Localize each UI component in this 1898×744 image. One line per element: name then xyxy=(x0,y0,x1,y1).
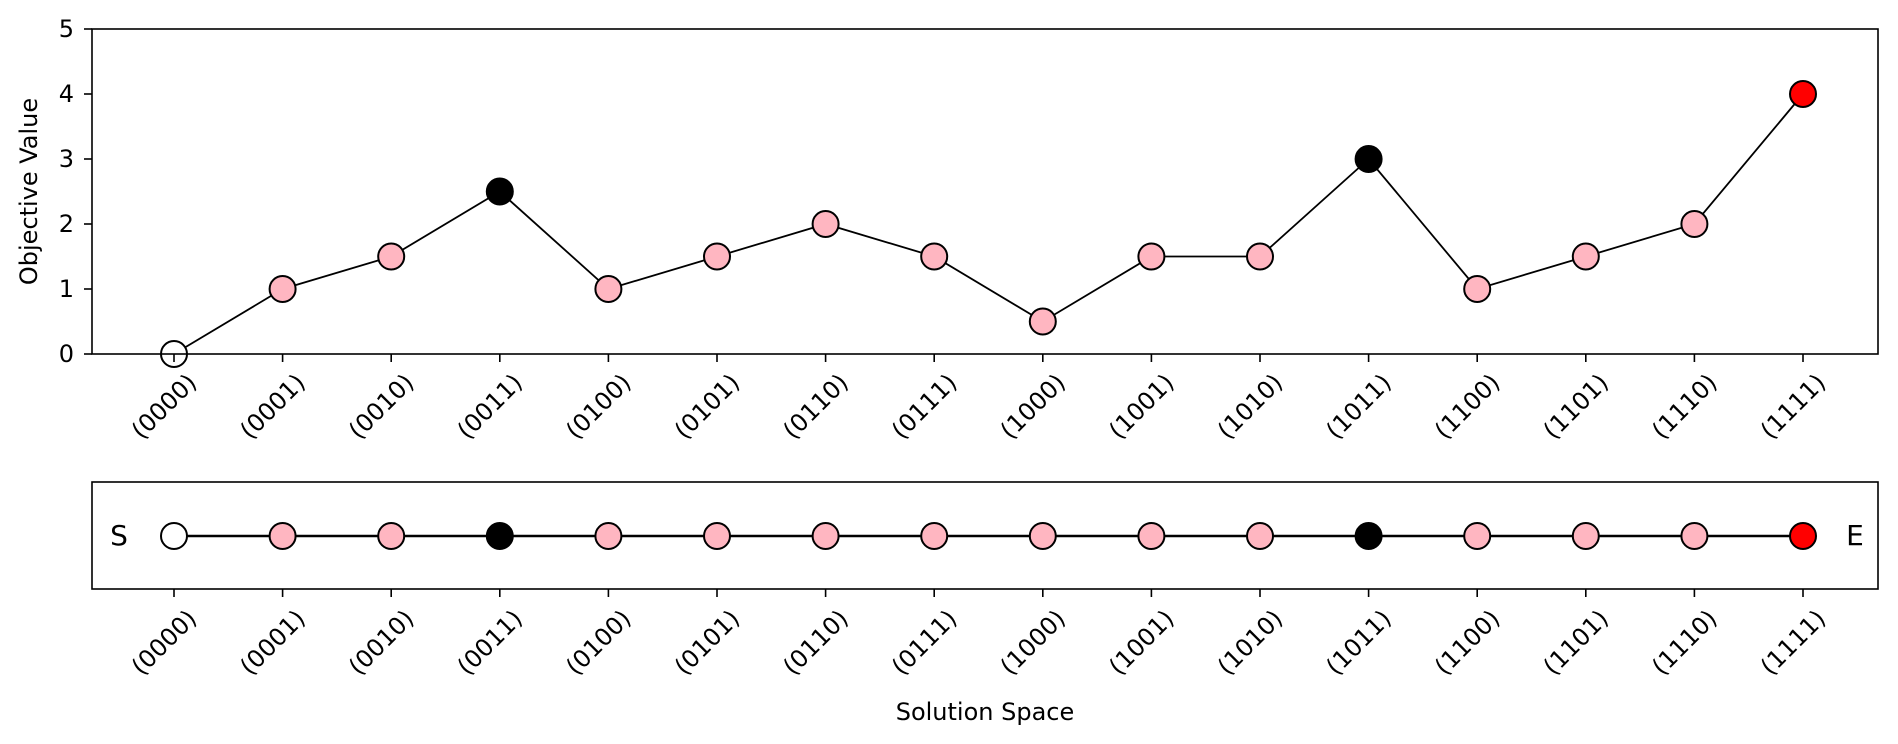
objective-value-panel: 0 1 2 3 4 5 (0000) (0001) (0010) (0011) (0100) (01… xyxy=(15,15,1879,445)
x-tick-label: (1001) xyxy=(1103,604,1179,680)
bottom-x-axis-ticks: (0000) (0001) (0010) (0011) (0100) (0101) (011… xyxy=(126,589,1831,681)
objective-point xyxy=(1789,80,1817,108)
objective-plot-frame xyxy=(91,28,1879,355)
objective-point xyxy=(485,177,514,206)
solution-point xyxy=(1246,522,1274,550)
x-tick-label: (1101) xyxy=(1538,604,1614,680)
objective-point xyxy=(1137,242,1166,271)
x-tick-label: (1010) xyxy=(1212,604,1288,680)
objective-marker-layer xyxy=(160,80,1817,368)
x-tick-label: (1110) xyxy=(1646,604,1722,680)
solution-point xyxy=(594,522,623,550)
y-tick-label: 2 xyxy=(59,210,74,238)
y-tick-label: 4 xyxy=(59,80,74,108)
solution-space-frame xyxy=(91,481,1879,590)
x-tick-label: (1000) xyxy=(995,604,1071,680)
objective-point xyxy=(1571,242,1600,271)
x-tick-label: (1111) xyxy=(1755,368,1831,444)
objective-line-layer xyxy=(173,93,1804,355)
x-tick-label: (1011) xyxy=(1321,604,1397,680)
x-tick-label: (0011) xyxy=(452,368,528,444)
objective-point xyxy=(594,275,623,303)
solution-point xyxy=(1354,522,1383,550)
x-tick-label: (0101) xyxy=(669,368,745,444)
x-tick-label: (0001) xyxy=(235,604,311,680)
x-tick-label: (0010) xyxy=(343,368,419,444)
x-tick-label: (1101) xyxy=(1538,368,1614,444)
solution-marker-layer xyxy=(160,522,1817,550)
x-tick-label: (0000) xyxy=(126,604,202,680)
solution-point xyxy=(268,522,297,550)
objective-point xyxy=(920,242,949,271)
top-x-axis-ticks: (0000) (0001) (0010) (0011) (0100) (0101) (011… xyxy=(126,354,1831,445)
y-tick-label: 1 xyxy=(59,275,74,303)
x-tick-label: (0111) xyxy=(886,604,962,680)
x-tick-label: (0110) xyxy=(778,368,854,444)
x-tick-label: (1010) xyxy=(1212,368,1288,444)
solution-point xyxy=(485,522,514,550)
objective-point xyxy=(268,275,297,303)
start-label: S xyxy=(110,519,128,552)
solution-space-panel: (0000) (0001) (0010) (0011) (0100) (0101) (011… xyxy=(91,481,1879,726)
objective-point xyxy=(1028,307,1057,336)
solution-point xyxy=(1463,522,1492,550)
x-tick-label: (1001) xyxy=(1103,368,1179,444)
x-tick-label: (0010) xyxy=(343,604,419,680)
objective-point xyxy=(1246,242,1274,271)
objective-point xyxy=(377,242,406,271)
solution-point xyxy=(377,522,406,550)
x-tick-label: (1000) xyxy=(995,368,1071,444)
x-tick-label: (0000) xyxy=(126,368,202,444)
solution-point xyxy=(1028,522,1057,550)
x-tick-label: (0100) xyxy=(560,368,636,444)
x-tick-label: (1100) xyxy=(1429,604,1505,680)
x-tick-label: (0100) xyxy=(560,604,636,680)
y-axis-label: Objective Value xyxy=(15,98,43,285)
end-label: E xyxy=(1846,519,1864,552)
y-tick-label: 3 xyxy=(59,145,74,173)
y-tick-label: 5 xyxy=(59,15,74,43)
objective-series-line xyxy=(173,93,1804,355)
solution-point xyxy=(1680,522,1709,550)
x-axis-label: Solution Space xyxy=(896,698,1075,726)
objective-point xyxy=(1463,275,1492,303)
objective-point xyxy=(703,242,731,271)
solution-point xyxy=(160,522,188,550)
solution-point xyxy=(703,522,731,550)
y-tick-label: 0 xyxy=(59,340,74,368)
x-tick-label: (1111) xyxy=(1755,604,1831,680)
x-tick-label: (0110) xyxy=(778,604,854,680)
y-axis-ticks: 0 1 2 3 4 5 xyxy=(59,15,92,368)
objective-point xyxy=(1354,145,1383,173)
x-tick-label: (0011) xyxy=(452,604,528,680)
solution-point xyxy=(811,522,840,550)
x-tick-label: (1110) xyxy=(1646,368,1722,444)
solution-point xyxy=(1571,522,1600,550)
objective-point xyxy=(811,210,840,238)
solution-point xyxy=(920,522,949,550)
solution-point xyxy=(1137,522,1166,550)
x-tick-label: (0001) xyxy=(235,368,311,444)
x-tick-label: (1100) xyxy=(1429,368,1505,444)
solution-point xyxy=(1789,522,1817,550)
x-tick-label: (0111) xyxy=(886,368,962,444)
x-tick-label: (0101) xyxy=(669,604,745,680)
objective-point xyxy=(1680,210,1709,238)
x-tick-label: (1011) xyxy=(1321,368,1397,444)
